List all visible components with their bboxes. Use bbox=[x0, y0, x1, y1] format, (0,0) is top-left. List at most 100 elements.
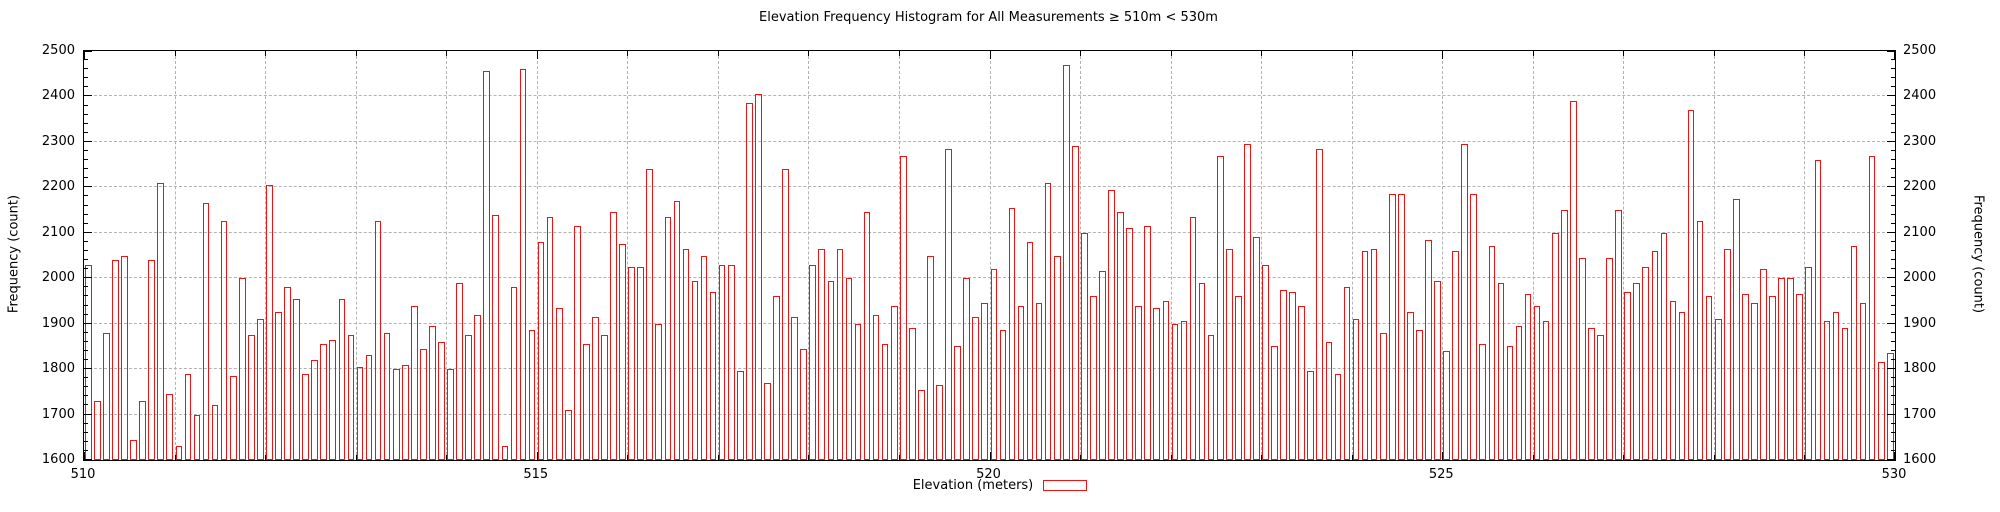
x-tick-bottom bbox=[84, 452, 85, 460]
histogram-bar bbox=[1506, 346, 1514, 460]
y-gridline bbox=[84, 231, 1895, 233]
x-tick-top bbox=[627, 51, 629, 56]
x-gridline bbox=[1804, 51, 1806, 460]
histogram-bar bbox=[1216, 155, 1224, 460]
y-tick-left bbox=[84, 331, 88, 333]
x-gridline bbox=[1623, 51, 1625, 460]
x-gridline bbox=[536, 51, 538, 460]
histogram-bar bbox=[447, 369, 454, 460]
x-tick-label: 515 bbox=[523, 467, 549, 482]
y-tick-left bbox=[84, 259, 88, 261]
y-tick-right bbox=[1891, 149, 1895, 151]
histogram-bar bbox=[537, 241, 545, 460]
y-tick-right bbox=[1887, 186, 1895, 188]
histogram-bar bbox=[1678, 312, 1686, 460]
y-tick-label-left: 2100 bbox=[41, 224, 75, 240]
histogram-bar bbox=[1859, 303, 1867, 460]
histogram-bar bbox=[456, 282, 463, 460]
histogram-bar bbox=[555, 307, 563, 460]
histogram-bar bbox=[1307, 371, 1315, 460]
histogram-bar bbox=[103, 332, 110, 460]
histogram-bar bbox=[1280, 289, 1287, 460]
histogram-bar bbox=[1524, 294, 1532, 460]
histogram-bar bbox=[1723, 248, 1731, 460]
y-tick-label-right: 2400 bbox=[1903, 88, 1937, 104]
x-gridline bbox=[446, 51, 448, 460]
histogram-bar bbox=[1660, 232, 1668, 460]
histogram-bar bbox=[202, 203, 210, 460]
y-tick-left bbox=[84, 222, 88, 224]
x-tick-top bbox=[1442, 51, 1444, 59]
y-tick-label-right: 2200 bbox=[1903, 179, 1937, 195]
histogram-bar bbox=[1687, 110, 1695, 460]
histogram-bar bbox=[1081, 232, 1088, 460]
histogram-bar bbox=[673, 200, 681, 460]
histogram-bar bbox=[112, 260, 119, 460]
histogram-bar bbox=[1253, 237, 1260, 460]
legend-row: Elevation (meters) bbox=[0, 478, 2000, 493]
histogram-bar bbox=[1597, 335, 1604, 460]
x-tick-bottom bbox=[174, 455, 176, 460]
x-tick-top bbox=[446, 51, 448, 56]
histogram-bar bbox=[1560, 210, 1568, 460]
y-tick-left bbox=[84, 413, 92, 415]
histogram-bar bbox=[1370, 248, 1378, 460]
x-tick-top bbox=[1804, 51, 1806, 56]
histogram-bar bbox=[220, 221, 228, 460]
histogram-bar bbox=[546, 216, 554, 460]
histogram-bar bbox=[1153, 307, 1161, 460]
histogram-bar bbox=[981, 303, 989, 460]
histogram-bar bbox=[1733, 198, 1740, 460]
histogram-bar bbox=[1714, 319, 1722, 460]
y-tick-left bbox=[84, 51, 92, 52]
plot-area bbox=[83, 50, 1896, 461]
histogram-bar bbox=[1760, 269, 1767, 460]
histogram-bar bbox=[709, 291, 717, 460]
y-tick-left bbox=[84, 186, 92, 188]
y-tick-left bbox=[84, 304, 88, 306]
histogram-bar bbox=[1642, 266, 1650, 460]
histogram-bar bbox=[972, 316, 980, 460]
y-tick-left bbox=[84, 313, 88, 315]
histogram-bar bbox=[619, 244, 626, 460]
y-tick-right bbox=[1887, 413, 1895, 415]
histogram-bar bbox=[420, 348, 427, 460]
y-gridline bbox=[84, 140, 1895, 142]
y-tick-left bbox=[84, 113, 88, 115]
histogram-bar bbox=[863, 212, 871, 460]
x-tick-top bbox=[174, 51, 176, 56]
y-tick-label-right: 2000 bbox=[1903, 270, 1937, 286]
y-tick-left bbox=[84, 213, 88, 215]
histogram-bar bbox=[510, 287, 518, 460]
histogram-bar bbox=[1841, 328, 1849, 460]
histogram-bar bbox=[1479, 344, 1487, 460]
histogram-bar bbox=[1262, 264, 1269, 460]
histogram-bar bbox=[1497, 282, 1505, 460]
x-tick-bottom bbox=[1442, 452, 1444, 460]
histogram-bar bbox=[655, 323, 663, 460]
histogram-bar bbox=[85, 264, 92, 460]
histogram-bar bbox=[827, 280, 835, 460]
histogram-bar bbox=[1443, 350, 1450, 460]
y-tick-left bbox=[84, 440, 88, 442]
y-tick-right bbox=[1891, 104, 1895, 106]
histogram-bar bbox=[1180, 321, 1188, 460]
y-tick-left bbox=[84, 268, 88, 270]
x-gridline bbox=[1351, 51, 1353, 460]
histogram-bar bbox=[1234, 296, 1242, 460]
histogram-bar bbox=[1026, 241, 1034, 460]
histogram-bar bbox=[519, 69, 527, 460]
histogram-bar bbox=[773, 296, 780, 460]
histogram-bar bbox=[1425, 239, 1432, 460]
x-tick-bottom bbox=[355, 455, 357, 460]
y-tick-label-right: 1600 bbox=[1903, 452, 1937, 467]
y-tick-label-left: 2000 bbox=[41, 270, 75, 286]
y-tick-left bbox=[84, 422, 88, 424]
x-tick-bottom bbox=[1261, 455, 1263, 460]
histogram-bar bbox=[691, 280, 699, 460]
histogram-bar bbox=[1651, 250, 1659, 460]
histogram-bar bbox=[211, 405, 219, 460]
histogram-bar bbox=[628, 266, 635, 460]
histogram-bar bbox=[899, 155, 907, 460]
histogram-bar bbox=[1388, 194, 1396, 460]
